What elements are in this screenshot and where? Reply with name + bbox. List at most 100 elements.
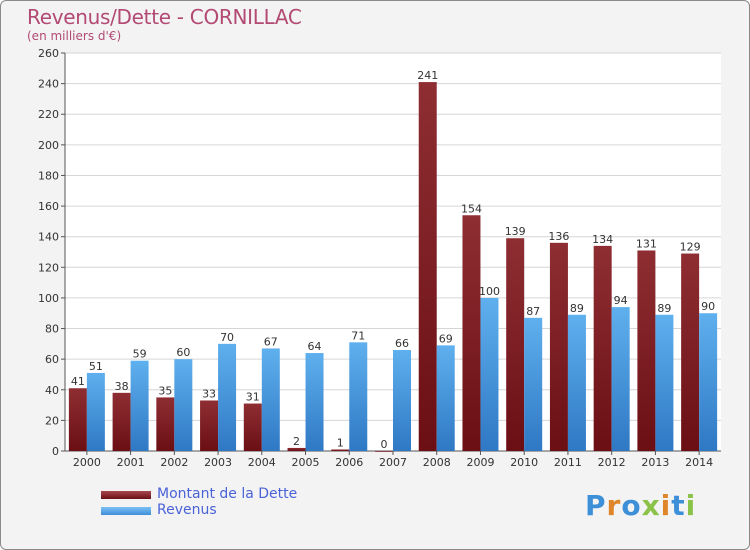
bar-dette <box>68 388 87 451</box>
x-tick-label: 2010 <box>510 456 538 469</box>
bar-revenus <box>655 314 674 451</box>
y-tick-label: 240 <box>38 78 59 91</box>
y-tick-label: 200 <box>38 139 59 152</box>
y-tick-label: 20 <box>45 414 59 427</box>
y-tick-label: 80 <box>45 323 59 336</box>
logo-letter: x <box>641 489 661 522</box>
data-label-revenus: 89 <box>570 302 584 315</box>
x-tick-label: 2005 <box>292 456 320 469</box>
bar-revenus <box>524 317 543 451</box>
data-label-dette: 136 <box>548 230 569 243</box>
chart-title: Revenus/Dette - CORNILLAC <box>27 5 302 29</box>
bar-dette <box>637 250 656 451</box>
data-label-dette: 134 <box>592 233 613 246</box>
data-label-revenus: 70 <box>220 331 234 344</box>
logo-letter: r <box>606 489 622 522</box>
x-tick-label: 2014 <box>685 456 713 469</box>
x-tick-label: 2008 <box>423 456 451 469</box>
y-tick-label: 160 <box>38 200 59 213</box>
logo-letter: i <box>660 489 672 522</box>
data-label-dette: 154 <box>461 202 482 215</box>
bar-dette <box>331 449 350 451</box>
bar-dette <box>549 242 568 451</box>
y-tick-label: 100 <box>38 292 59 305</box>
bar-revenus <box>86 372 105 451</box>
bar-revenus <box>218 343 237 451</box>
bar-revenus <box>567 314 586 451</box>
bar-revenus <box>699 313 718 451</box>
bar-revenus <box>436 345 455 451</box>
data-label-dette: 241 <box>417 69 438 82</box>
bar-revenus <box>305 353 324 451</box>
legend-swatch-dette <box>101 491 151 499</box>
data-label-revenus: 94 <box>614 294 628 307</box>
data-label-revenus: 51 <box>89 360 103 373</box>
data-label-dette: 131 <box>636 237 657 250</box>
data-label-dette: 139 <box>505 225 526 238</box>
bar-revenus <box>174 359 193 451</box>
data-label-dette: 1 <box>337 436 344 449</box>
y-tick-label: 260 <box>38 47 59 60</box>
y-tick-label: 220 <box>38 108 59 121</box>
y-tick-label: 40 <box>45 384 59 397</box>
x-tick-label: 2000 <box>73 456 101 469</box>
data-label-revenus: 59 <box>133 348 147 361</box>
logo-letter: t <box>671 489 686 522</box>
y-tick-label: 0 <box>52 445 59 458</box>
bar-revenus <box>349 342 368 451</box>
logo-letter: P <box>585 489 607 522</box>
data-label-revenus: 64 <box>308 340 322 353</box>
data-label-dette: 38 <box>115 380 129 393</box>
bar-dette <box>287 447 306 451</box>
chart-subtitle: (en milliers d'€) <box>27 29 122 43</box>
data-label-dette: 35 <box>158 384 172 397</box>
x-tick-label: 2012 <box>598 456 626 469</box>
y-tick-label: 120 <box>38 261 59 274</box>
bar-dette <box>156 397 175 451</box>
data-label-revenus: 90 <box>701 300 715 313</box>
data-label-revenus: 71 <box>351 329 365 342</box>
bar-revenus <box>130 360 149 451</box>
x-tick-label: 2004 <box>248 456 276 469</box>
data-label-dette: 31 <box>246 391 260 404</box>
proxiti-logo: Proxiti <box>585 489 696 522</box>
logo-letter: i <box>685 489 697 522</box>
data-label-revenus: 87 <box>526 305 540 318</box>
x-tick-label: 2002 <box>160 456 188 469</box>
bar-dette <box>462 215 481 451</box>
bar-dette <box>200 400 219 451</box>
bar-dette <box>593 245 612 451</box>
x-tick-label: 2001 <box>117 456 145 469</box>
bar-revenus <box>261 348 280 451</box>
y-tick-label: 180 <box>38 169 59 182</box>
data-label-dette: 0 <box>381 438 388 451</box>
bar-revenus <box>611 307 630 451</box>
data-label-revenus: 60 <box>176 346 190 359</box>
data-label-dette: 129 <box>680 241 701 254</box>
y-tick-label: 60 <box>45 353 59 366</box>
legend-label-dette: Montant de la Dette <box>157 486 298 502</box>
data-label-dette: 41 <box>71 375 85 388</box>
x-tick-label: 2007 <box>379 456 407 469</box>
legend-swatch-revenus <box>101 507 151 515</box>
bar-revenus <box>393 349 411 451</box>
data-label-revenus: 66 <box>395 337 409 350</box>
data-label-dette: 33 <box>202 387 216 400</box>
bar-dette <box>418 82 437 451</box>
logo-letter: o <box>621 489 642 522</box>
bar-dette <box>375 451 393 452</box>
data-label-revenus: 100 <box>479 285 500 298</box>
x-tick-label: 2011 <box>554 456 582 469</box>
data-label-dette: 2 <box>293 435 300 448</box>
x-tick-label: 2009 <box>466 456 494 469</box>
data-label-revenus: 89 <box>657 302 671 315</box>
x-tick-label: 2003 <box>204 456 232 469</box>
bar-dette <box>681 253 700 451</box>
bar-dette <box>243 403 262 451</box>
x-tick-label: 2013 <box>641 456 669 469</box>
bar-dette <box>506 238 525 451</box>
bar-revenus <box>480 297 499 451</box>
x-tick-label: 2006 <box>335 456 363 469</box>
